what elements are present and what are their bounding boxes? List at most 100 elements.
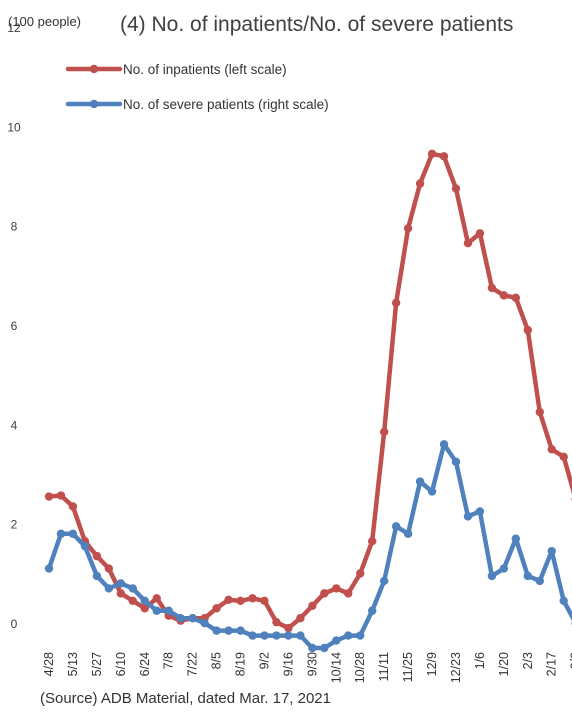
x-axis: 4/28 5/13 5/27 6/10 6/24 7/8 7/22 8/5 8/19 9/2 9/1… [42,652,572,683]
x-tick-label: 7/8 [162,652,176,669]
x-tick-label: 9/2 [257,652,271,669]
x-tick-label: 8/19 [234,652,248,676]
data-point [272,631,281,640]
x-tick-label: 9/30 [305,652,319,676]
x-tick-label: 5/13 [66,652,80,676]
data-point [152,594,161,603]
data-point [463,239,473,248]
data-point [344,589,353,598]
x-tick-label: 8/5 [210,652,224,669]
data-point [200,618,209,628]
data-point [320,643,329,653]
series-layer [44,149,572,653]
data-point [523,325,532,335]
data-point [224,626,233,635]
chart-title: (4) No. of inpatients/No. of severe pati… [120,13,514,36]
data-point [344,631,353,640]
data-point [391,298,401,308]
x-tick-label: 2/3 [521,652,535,669]
data-point [248,594,257,603]
data-point [44,564,54,573]
data-point [140,604,149,613]
data-point [547,546,556,556]
x-tick-label: 6/24 [138,652,152,676]
data-point [511,534,521,543]
data-point [403,224,413,233]
data-point [248,631,257,640]
data-point [56,529,66,538]
x-tick-label: 1/20 [497,652,511,676]
data-point [332,636,341,645]
data-point [499,564,509,573]
data-point [559,452,568,461]
x-tick-label: 10/28 [353,652,367,683]
data-point [320,589,329,598]
data-point [128,584,137,593]
x-tick-label: 7/22 [186,652,200,676]
data-point [427,487,437,496]
data-point [176,614,185,623]
series-severe-patients [44,440,572,653]
data-point [475,229,485,238]
y-tick-label: 0 [11,617,18,631]
legend-swatch-marker [89,99,99,109]
data-point [272,617,281,627]
y-tick-label: 10 [7,120,21,134]
y-tick-label: 8 [11,220,18,234]
data-point [367,606,377,615]
data-point [212,604,221,613]
x-tick-label: 1/6 [473,652,487,669]
data-point [523,571,532,581]
data-point [80,541,90,551]
data-point [379,576,389,586]
data-point [499,291,509,300]
x-tick-label: 2/17 [545,652,559,676]
legend-label: No. of inpatients (left scale) [123,62,287,77]
data-point [296,614,305,623]
data-point [224,595,233,605]
source-note: (Source) ADB Material, dated Mar. 17, 20… [40,690,331,707]
series-inpatients [44,149,572,633]
data-point [296,631,305,640]
data-point [415,179,425,188]
data-point [164,606,173,615]
data-point [367,537,377,546]
data-point [116,589,126,598]
data-point [260,596,269,606]
data-point [212,626,221,635]
data-point [140,596,149,606]
data-point [236,596,245,606]
data-point [116,579,126,588]
x-tick-label: 3/3 [569,652,572,669]
legend-item: No. of inpatients (left scale) [65,62,287,77]
data-point [44,492,54,501]
data-point [439,440,449,449]
data-point [92,571,102,581]
data-point [56,491,66,500]
data-point [308,601,317,610]
x-tick-label: 11/25 [401,652,415,682]
data-point [451,457,461,466]
data-point [188,614,197,623]
data-point [356,631,365,640]
data-point [535,576,544,586]
data-point [104,584,114,593]
data-point [415,477,425,486]
data-point [260,631,269,640]
x-tick-label: 10/14 [329,652,343,683]
data-point [463,512,473,521]
data-point [487,283,497,293]
y-axis-unit-label: (100 people) [8,14,81,29]
legend: No. of inpatients (left scale) No. of sev… [65,62,329,112]
data-point [284,631,293,640]
data-point [152,606,161,615]
x-tick-label: 4/28 [42,652,56,676]
data-point [559,596,568,606]
data-point [68,529,78,538]
data-point [332,584,341,593]
data-point [547,445,556,454]
legend-item: No. of severe patients (right scale) [65,97,329,112]
series-line [46,151,572,631]
data-point [391,522,401,531]
y-tick-label: 2 [11,518,18,532]
